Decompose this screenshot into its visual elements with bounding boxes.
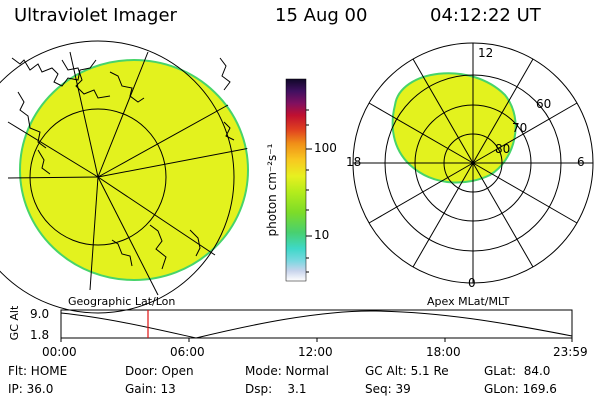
time-tick-label: 06:00 [170,345,205,359]
mlt-label-0: 0 [468,276,476,290]
mlt-spoke [472,102,578,164]
longitude-line [97,176,216,256]
colorbar [285,78,307,282]
longitude-line [7,121,99,178]
geographic-panel-label: Geographic Lat/Lon [68,295,176,308]
glat-value: GLat: 84.0 [484,364,551,378]
colorbar-tick-100: 100 [314,141,337,155]
mlat-label-60: 60 [536,97,552,111]
observation-date: 15 Aug 00 [275,5,368,26]
seq-value: Seq: 39 [365,382,411,396]
altitude-axis-label: GC Alt [8,305,21,340]
instrument-title: Ultraviolet Imager [14,5,177,26]
gc-alt-value: GC Alt: 5.1 Re [365,364,449,378]
apex-panel-label: Apex MLat/MLT [427,295,510,308]
mlt-spoke [368,102,474,164]
observation-time: 04:12:22 UT [430,5,541,26]
mlt-label-12: 12 [478,46,494,60]
longitude-line [69,51,99,178]
colorbar-tick-10: 10 [314,228,330,242]
altitude-curve [60,310,573,339]
latitude-circle [0,40,235,314]
flight-status: Flt: HOME [8,364,68,378]
longitude-line [97,51,149,178]
glon-value: GLon: 169.6 [484,382,557,396]
altitude-plot-frame [60,309,573,339]
auroral-oval [391,72,517,184]
time-ticks [60,338,573,342]
mlt-spoke [472,162,578,224]
mlt-spoke [472,58,534,164]
mode-status: Mode: Normal [245,364,329,378]
geographic-image [0,40,250,314]
mlt-label-6: 6 [577,155,585,169]
mlat-label-70: 70 [512,121,528,135]
altitude-ytick-top: 9.0 [30,307,50,321]
latitude-circle [29,108,167,246]
mlt-spoke [412,58,474,164]
mlt-spoke [472,162,534,268]
mlat-label-80: 80 [495,142,511,156]
mlt-label-18: 18 [346,155,362,169]
mlt-spoke [368,162,474,224]
polar-plot [352,42,594,284]
ip-value: IP: 36.0 [8,382,54,396]
altitude-ytick-bottom: 1.8 [30,328,50,342]
longitude-line [97,176,159,296]
colorbar-unit-label: photon cm⁻²s⁻¹ [265,143,279,236]
time-tick-label: 00:00 [42,345,77,359]
dsp-value: Dsp: 3.1 [245,382,307,396]
longitude-line [7,176,99,179]
altitude-plot: GC Alt [8,305,573,342]
time-tick-label: 23:59 [553,345,588,359]
longitude-line [97,147,250,178]
mlt-spoke [412,162,474,268]
gain-value: Gain: 13 [125,382,176,396]
time-tick-label: 18:00 [426,345,461,359]
colorbar-ticks [306,109,312,273]
door-status: Door: Open [125,364,194,378]
longitude-line [89,176,99,291]
longitude-line [97,104,229,178]
time-tick-label: 12:00 [298,345,333,359]
coastlines [11,57,235,270]
